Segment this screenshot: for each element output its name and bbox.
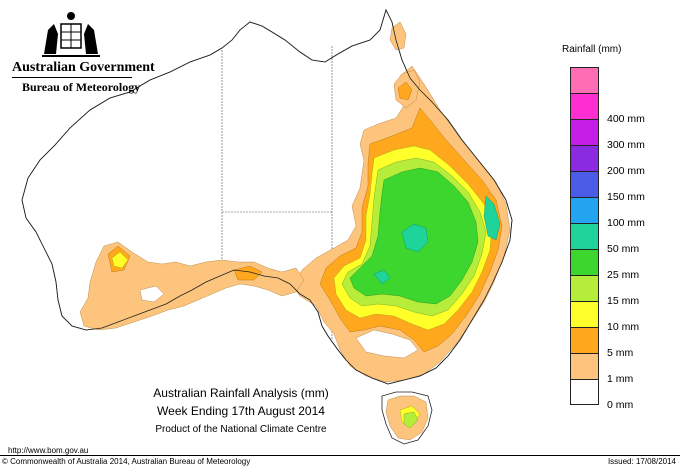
legend-item: 1 mm [570, 353, 670, 385]
legend-swatch [570, 327, 599, 353]
rainfall-legend: 400 mm 300 mm 200 mm 150 mm 100 mm 50 mm 25 mm… [570, 67, 670, 411]
legend-label: 0 mm [607, 399, 634, 411]
legend-label: 10 mm [607, 321, 640, 333]
legend-swatch [570, 275, 599, 301]
legend-item: 100 mm [570, 197, 670, 229]
legend-label: 15 mm [607, 295, 640, 307]
government-title: Australian Government [12, 60, 155, 75]
bureau-title: Bureau of Meteorology [22, 80, 141, 94]
header-divider [12, 77, 132, 78]
legend-item: 15 mm [570, 275, 670, 307]
legend-label: 5 mm [607, 347, 634, 359]
legend-item: 200 mm [570, 145, 670, 177]
legend-label: 100 mm [607, 217, 645, 229]
issued-date: Issued: 17/08/2014 [607, 457, 676, 466]
legend-item: 300 mm [570, 119, 670, 151]
dry-patches [139, 285, 419, 359]
legend-item: 150 mm [570, 171, 670, 203]
legend-label: 200 mm [607, 165, 645, 177]
legend-item: 0 mm [570, 379, 670, 411]
legend-item: 25 mm [570, 249, 670, 281]
legend-swatch [570, 171, 599, 197]
website-link[interactable]: http://www.bom.gov.au [8, 446, 89, 455]
legend-item [570, 67, 670, 93]
legend-swatch [570, 93, 599, 119]
legend-swatch [570, 197, 599, 223]
legend-item: 10 mm [570, 301, 670, 333]
copyright-text: © Commonwealth of Australia 2014, Austra… [2, 457, 251, 466]
legend-label: 50 mm [607, 243, 640, 255]
legend-item: 5 mm [570, 327, 670, 359]
legend-swatch [570, 67, 599, 93]
legend-label: 400 mm [607, 113, 645, 125]
legend-label: 300 mm [607, 139, 645, 151]
map-subtitle: Week Ending 17th August 2014 [157, 404, 325, 418]
legend-swatch [570, 249, 599, 275]
legend-swatch [570, 301, 599, 327]
legend-item: 50 mm [570, 223, 670, 255]
coat-of-arms-icon [42, 12, 100, 57]
map-credit: Product of the National Climate Centre [155, 424, 327, 435]
legend-label: 1 mm [607, 373, 634, 385]
legend-label: 150 mm [607, 191, 645, 203]
rain-50mm-regions [373, 195, 501, 285]
legend-swatch [570, 145, 599, 171]
legend-item: 400 mm [570, 93, 670, 125]
legend-label: 25 mm [607, 269, 640, 281]
legend-swatch [570, 223, 599, 249]
legend-swatch [570, 119, 599, 145]
legend-swatch [570, 353, 599, 379]
coastline [21, 8, 513, 385]
legend-title: Rainfall (mm) [562, 44, 622, 55]
map-title: Australian Rainfall Analysis (mm) [153, 386, 329, 400]
footer-divider [0, 455, 680, 456]
legend-swatch [570, 379, 599, 405]
